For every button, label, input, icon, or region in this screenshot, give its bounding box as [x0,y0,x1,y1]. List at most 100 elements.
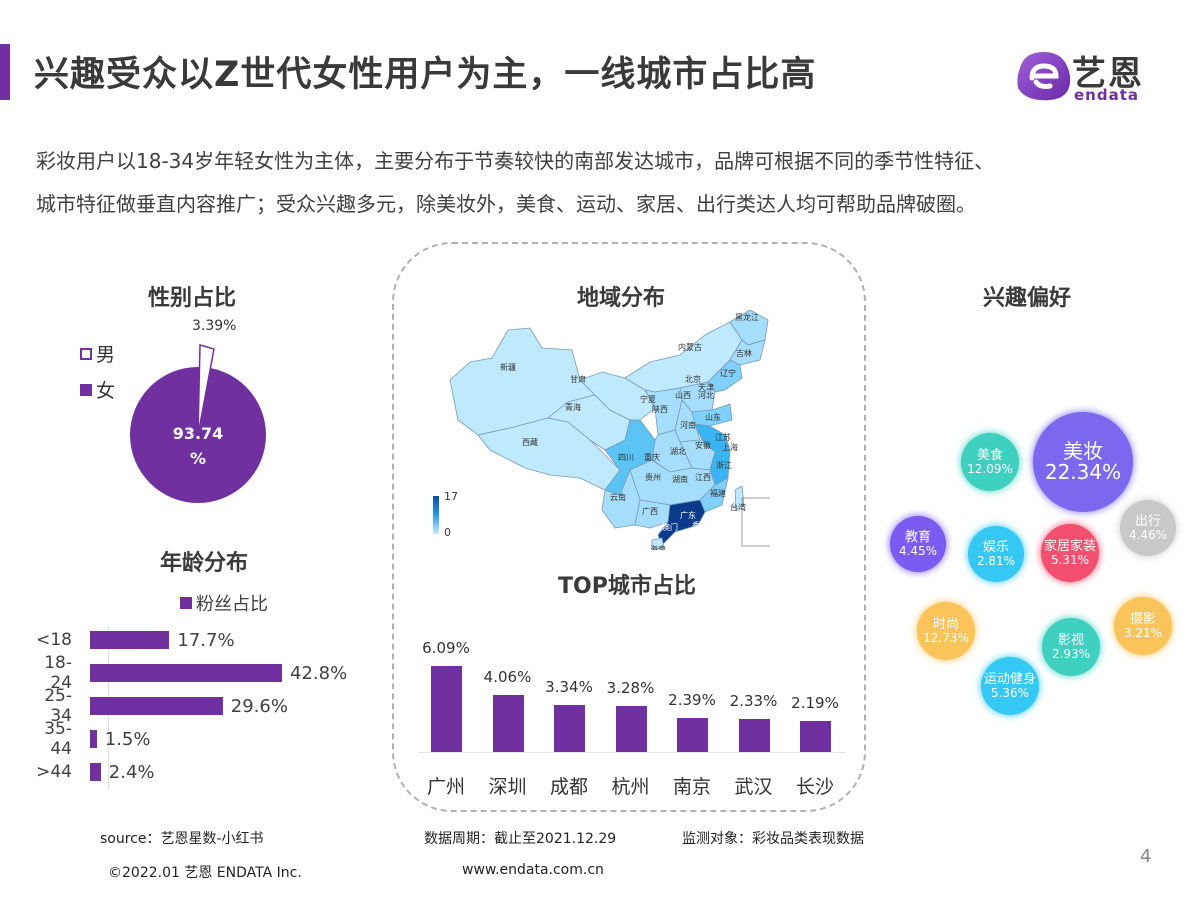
female-percent-sign: % [189,449,207,468]
age-bar [90,763,101,781]
footer-website[interactable]: www.endata.com.cn [462,862,604,878]
bubble-name: 家居家装 [1043,538,1096,554]
svg-text:山西: 山西 [675,390,691,400]
intro-paragraph: 彩妆用户以18-34岁年轻女性为主体，主要分布于节奏较快的南部发达城市，品牌可根… [36,140,1176,226]
age-value-label: 29.6% [230,695,288,717]
city-bar [554,704,585,752]
age-value-label: 42.8% [290,662,348,684]
svg-text:宁夏: 宁夏 [640,394,656,404]
legend-female-label: 女 [96,380,116,402]
svg-text:辽宁: 辽宁 [720,368,736,378]
age-bar-row: <18 17.7% [30,628,235,652]
interest-bubble: 运动健身 5.36% [981,657,1039,715]
age-value-label: 2.4% [108,761,155,783]
bubble-value: 5.36% [990,685,1030,700]
svg-text:甘肃: 甘肃 [570,374,586,384]
svg-text:广西: 广西 [642,506,658,516]
age-category-label: 35-44 [44,719,72,759]
svg-text:上海: 上海 [722,442,738,452]
endata-logo: 艺恩 endata [1014,44,1174,108]
bubble-name: 娱乐 [982,539,1009,555]
svg-text:江苏: 江苏 [715,432,731,442]
svg-text:贵州: 贵州 [645,472,661,482]
age-value-label: 1.5% [104,728,151,750]
legend-male: 男 [80,340,115,367]
bubble-name: 运动健身 [983,671,1036,687]
svg-text:云南: 云南 [610,492,626,502]
svg-text:台湾: 台湾 [730,502,746,512]
legend-female: 女 [80,376,115,403]
svg-text:吉林: 吉林 [736,348,752,358]
south-sea-inset [741,497,770,547]
svg-text:浙江: 浙江 [716,460,732,470]
logo-cn-text: 艺恩 [1072,54,1144,94]
intro-line-1: 彩妆用户以18-34岁年轻女性为主体，主要分布于节奏较快的南部发达城市，品牌可根… [36,149,995,173]
interest-bubble: 美食 12.09% [961,433,1019,491]
city-value-label: 2.33% [729,692,778,711]
interest-bubble: 出行 4.46% [1120,500,1176,556]
city-bar [492,694,524,752]
interest-bubble: 美妆 22.34% [1033,412,1133,512]
scale-max-label: 17 [444,490,458,503]
svg-text:江西: 江西 [695,473,711,482]
bubble-value: 2.93% [1051,646,1091,661]
age-bar [90,730,97,748]
city-bar [431,666,462,752]
title-accent-bar [0,44,10,100]
age-value-label: 17.7% [177,629,235,651]
page-number: 4 [1140,846,1152,867]
city-category-label: 南京 [672,776,711,798]
province-gansu [579,371,656,421]
bubble-name: 教育 [904,529,931,545]
svg-text:四川: 四川 [618,453,634,462]
city-bar [738,719,770,752]
svg-text:海南: 海南 [650,544,666,550]
age-bar [90,631,170,649]
svg-text:重庆: 重庆 [644,452,660,462]
city-category-label: 杭州 [611,776,650,798]
footer-copyright: ©2022.01 艺恩 ENDATA Inc. [108,865,302,881]
endata-logo-icon [1017,52,1071,101]
interests-title: 兴趣偏好 [983,286,1072,311]
province-hainan [651,537,665,550]
top-cities-title: TOP城市占比 [558,574,696,599]
bubble-value: 12.09% [967,461,1013,476]
bubble-name: 时尚 [932,616,959,632]
svg-text:内蒙古: 内蒙古 [678,342,702,352]
interest-bubble: 教育 4.45% [890,516,946,572]
bubble-value: 12.73% [923,630,969,645]
scale-min-label: 0 [444,526,451,539]
city-category-label: 广州 [426,776,465,798]
city-category-label: 武汉 [734,776,773,798]
region-panel [392,242,866,812]
female-percent-value: 93.74 [172,424,224,443]
age-category-label: >44 [36,762,72,782]
age-legend-swatch [180,597,192,609]
svg-text:西藏: 西藏 [522,437,538,447]
age-title: 年龄分布 [160,551,249,576]
bubble-value: 22.34% [1044,460,1122,484]
city-value-label: 3.34% [545,677,593,696]
age-category-label: 25-34 [44,686,72,726]
intro-line-2: 城市特征做垂直内容推广；受众兴趣多元，除美妆外，美食、运动、家居、出行类达人均可… [36,192,976,216]
page-title: 兴趣受众以Z世代女性用户为主，一线城市占比高 [34,55,817,95]
age-category-label: 18-24 [44,653,72,693]
gender-pie-chart [130,344,266,503]
age-bar-row: 35-44 1.5% [30,719,151,759]
interest-bubble: 摄影 3.21% [1114,597,1172,655]
bubble-name: 影视 [1057,632,1084,648]
city-axis-line [418,752,846,753]
svg-text:澳门: 澳门 [662,522,678,532]
female-percent-label: 93.74 % [168,424,228,468]
interest-bubble: 家居家装 5.31% [1041,524,1099,582]
interest-bubble: 时尚 12.73% [917,602,975,660]
svg-text:安徽: 安徽 [695,440,711,450]
bubble-value: 5.31% [1050,552,1090,567]
svg-text:广东: 广东 [680,510,696,520]
age-legend: 粉丝占比 [180,590,268,616]
interest-bubble: 娱乐 2.81% [968,526,1024,582]
china-map: 新疆 西藏 青海 甘肃 内蒙古 黑龙江 吉林 辽宁 北京 天津 河北 山西 陕西… [449,309,770,550]
city-bar [615,705,647,752]
city-bar [677,718,708,752]
city-value-label: 6.09% [422,639,470,657]
